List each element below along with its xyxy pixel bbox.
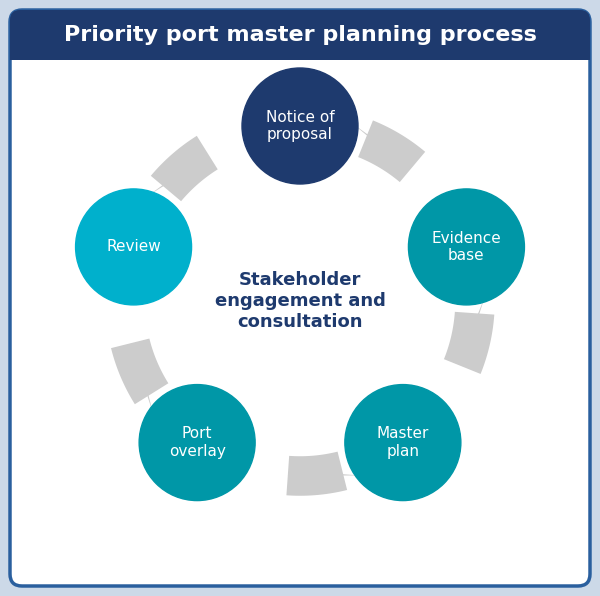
FancyBboxPatch shape bbox=[10, 10, 590, 60]
Text: Review: Review bbox=[106, 240, 161, 254]
Circle shape bbox=[409, 189, 524, 305]
Circle shape bbox=[242, 68, 358, 184]
Circle shape bbox=[139, 384, 255, 501]
Circle shape bbox=[345, 384, 461, 501]
Polygon shape bbox=[353, 124, 412, 167]
Polygon shape bbox=[130, 343, 153, 412]
Polygon shape bbox=[111, 339, 169, 404]
Polygon shape bbox=[286, 452, 347, 496]
Bar bbox=[10, 35, 590, 60]
Polygon shape bbox=[148, 153, 207, 195]
FancyBboxPatch shape bbox=[10, 10, 590, 586]
Text: Evidence
base: Evidence base bbox=[431, 231, 502, 263]
Text: Notice of
proposal: Notice of proposal bbox=[266, 110, 334, 142]
Text: Port
overlay: Port overlay bbox=[169, 426, 226, 459]
Polygon shape bbox=[358, 120, 425, 182]
Text: Master
plan: Master plan bbox=[377, 426, 429, 459]
Polygon shape bbox=[462, 297, 485, 367]
Circle shape bbox=[76, 189, 191, 305]
Polygon shape bbox=[151, 136, 218, 201]
Text: Stakeholder
engagement and
consultation: Stakeholder engagement and consultation bbox=[215, 271, 385, 331]
Polygon shape bbox=[288, 471, 361, 476]
Text: Priority port master planning process: Priority port master planning process bbox=[64, 25, 536, 45]
Polygon shape bbox=[444, 312, 494, 374]
